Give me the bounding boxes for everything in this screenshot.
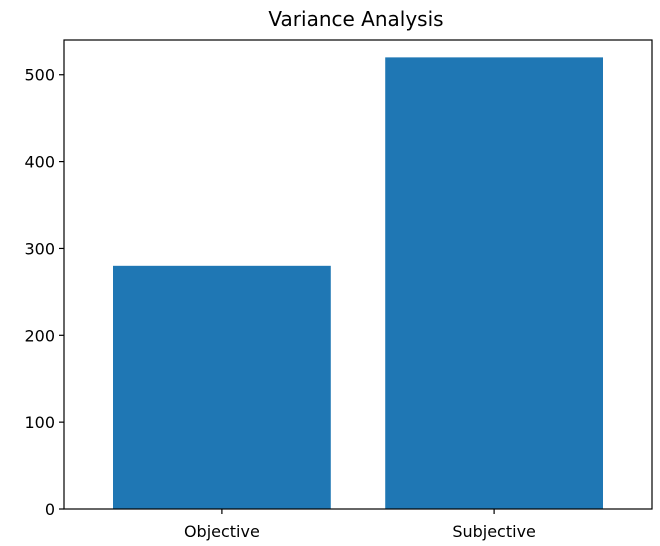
y-tick-label: 0 [45,500,55,519]
y-tick-label: 400 [24,153,55,172]
x-axis: Objective Subjective [184,509,536,541]
y-tick-label: 200 [24,326,55,345]
bars-layer [113,57,603,510]
bar-subjective [385,57,603,510]
x-tick-label: Subjective [452,522,536,541]
plot-frame [63,39,653,510]
y-tick-label: 300 [24,239,55,258]
bar-objective [113,265,331,509]
y-tick-label: 500 [24,66,55,85]
y-axis: 0 100 200 300 400 500 [24,66,64,519]
x-tick-label: Objective [184,522,260,541]
chart-title: Variance Analysis [268,7,443,31]
y-tick-label: 100 [24,413,55,432]
